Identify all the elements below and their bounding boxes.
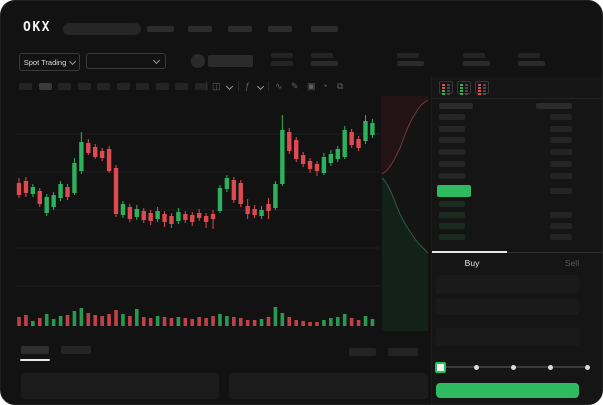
total-input[interactable] [436,328,579,346]
candle-type-icon[interactable]: ◫ [212,81,221,91]
timeframe-button[interactable] [97,83,110,90]
timeframe-button[interactable] [175,83,188,90]
spot-trading-label: Spot Trading [23,57,67,67]
nav-item[interactable] [311,26,338,32]
slider-stop-dot[interactable] [510,364,516,370]
chevron-down-icon [152,56,161,64]
coin-icon [191,54,205,68]
ask-row-price[interactable] [439,125,465,132]
last-price-badge[interactable] [437,185,471,197]
okx-logo[interactable]: OKX [23,20,51,35]
spot-trading-dropdown[interactable]: Spot Trading [19,53,80,71]
ask-row-amount[interactable] [550,160,572,167]
timeframe-button[interactable] [155,83,169,90]
screenshot-icon[interactable]: ▣ [307,81,316,91]
pair-selector-dropdown[interactable] [86,53,166,69]
line-tool-icon[interactable]: ∿ [275,81,283,91]
orderbook-panel: Buy Sell [431,77,602,404]
buy-tab-indicator [432,251,507,253]
bid-row-amount[interactable] [550,212,572,218]
slider-stop-dot[interactable] [547,364,553,370]
timeframe-button[interactable] [19,83,32,90]
bottom-control-1[interactable] [349,348,376,356]
ask-row-amount[interactable] [550,172,572,179]
bottom-tab-active[interactable] [21,346,49,354]
pair-name-placeholder [208,55,253,67]
nav-item[interactable] [147,26,174,32]
stat-label-placeholder [463,53,485,58]
bid-row-amount[interactable] [550,223,572,229]
bottom-tab-underline [20,359,50,361]
stat-value-placeholder [311,60,338,66]
bid-row-amount[interactable] [550,234,572,240]
ask-row-amount[interactable] [550,149,572,156]
fullscreen-icon[interactable]: ⧉ [337,81,344,91]
ask-row-price[interactable] [439,149,465,156]
search-input[interactable] [63,23,141,35]
orders-panel-row [21,373,219,399]
timeframe-button[interactable] [194,83,208,90]
timeframe-button[interactable] [136,83,149,90]
nav-item[interactable] [228,26,252,32]
amount-slider-handle[interactable] [435,362,446,373]
ask-row-amount[interactable] [550,137,572,144]
buy-submit-button[interactable] [436,383,579,398]
price-input[interactable] [436,275,579,294]
price-placeholder [271,53,293,58]
stat-label-placeholder [518,53,540,58]
bid-row-price[interactable] [439,212,465,218]
stat-value-placeholder [518,60,545,66]
orderbook-view-asks-icon[interactable] [475,81,489,95]
ask-row-amount[interactable] [550,125,572,132]
orderbook-view-bids-icon[interactable] [457,81,471,95]
ask-row-price[interactable] [439,160,465,167]
slider-stop-dot[interactable] [584,364,590,370]
tab-buy[interactable]: Buy [464,258,480,268]
bottom-control-2[interactable] [388,348,418,356]
bid-row-price[interactable] [439,223,465,229]
history-clock-icon[interactable]: ◔ [322,81,328,91]
stat-label-placeholder [311,53,333,58]
ask-row-price[interactable] [439,137,465,144]
amount-input[interactable] [436,298,579,315]
ask-row-price[interactable] [439,114,465,120]
slider-stop-dot[interactable] [473,364,479,370]
trade-tabs-divider [432,252,602,253]
indicators-icon[interactable]: ƒ [245,81,251,91]
nav-item[interactable] [268,26,292,32]
bottom-tab-2[interactable] [61,346,91,354]
chevron-down-icon[interactable] [256,82,265,91]
price-sub-placeholder [271,60,293,66]
chevron-down-icon[interactable] [225,82,234,91]
stat-value-placeholder [463,60,490,66]
orderbook-view-both-icon[interactable] [439,81,453,95]
tab-sell[interactable]: Sell [564,258,580,268]
timeframe-button[interactable] [58,83,71,90]
orderbook-header-price[interactable] [439,103,473,109]
draw-tool-icon[interactable]: ✎ [291,81,299,91]
timeframe-button[interactable] [38,83,52,90]
stat-value-placeholder [397,60,424,66]
nav-item[interactable] [188,26,212,32]
orderbook-header-amount[interactable] [536,103,572,109]
stat-label-placeholder [397,53,419,58]
chart-canvas[interactable] [1,96,431,336]
timeframe-button[interactable] [116,83,130,90]
ask-row-amount[interactable] [550,114,572,120]
last-price-amount [550,188,572,194]
timeframe-button[interactable] [77,83,91,90]
bid-row-price[interactable] [439,201,465,207]
bid-row-price[interactable] [439,234,465,240]
ask-row-price[interactable] [439,172,465,179]
chevron-down-icon [69,57,77,65]
orders-panel-row-2 [229,373,428,399]
